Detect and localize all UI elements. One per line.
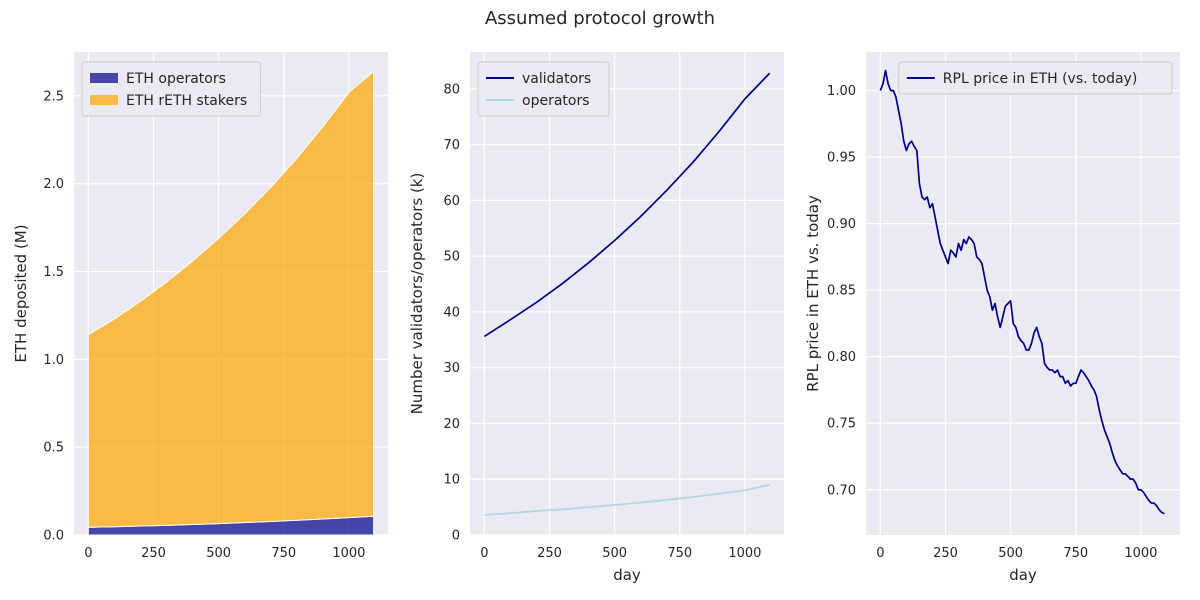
y-tick-label: 0.75 [827, 417, 856, 432]
x-axis-label: day [613, 566, 641, 584]
legend-label: validators [522, 71, 591, 87]
y-axis-label: RPL price in ETH vs. today [804, 195, 822, 392]
y-tick-label: 70 [443, 138, 460, 153]
x-tick-label: 750 [667, 546, 692, 561]
legend-swatch [90, 95, 118, 105]
y-tick-label: 0.70 [827, 483, 856, 498]
y-tick-label: 30 [443, 361, 460, 376]
y-tick-label: 1.0 [43, 353, 64, 368]
y-tick-label: 2.5 [43, 89, 64, 104]
y-tick-label: 0 [452, 529, 460, 544]
y-axis-label: ETH deposited (M) [12, 224, 30, 362]
legend-swatch [90, 73, 118, 83]
y-tick-label: 0.80 [827, 350, 856, 365]
chart-panel-1: 0 250 500 750 1000 0.0 0.5 1.0 1.5 2.0 2.5 ETH depo… [12, 52, 388, 561]
x-tick-label: 500 [998, 546, 1023, 561]
legend-box [898, 61, 1173, 95]
y-tick-label: 1.5 [43, 265, 64, 280]
line-series-2 [484, 483, 770, 516]
x-tick-label: 750 [271, 546, 296, 561]
x-tick-label: 0 [876, 546, 884, 561]
x-tick-label: 1000 [332, 546, 365, 561]
y-tick-label: 50 [443, 250, 460, 265]
x-tick-label: 0 [480, 546, 488, 561]
y-tick-label: 80 [443, 82, 460, 97]
y-tick-label: 0.85 [827, 284, 856, 299]
figure-title: Assumed protocol growth [484, 8, 715, 29]
plot-background [866, 52, 1180, 535]
y-axis-label: Number validators/operators (k) [408, 173, 426, 415]
y-tick-label: 0.90 [827, 217, 856, 232]
y-tick-label: 0.0 [43, 529, 64, 544]
legend-label: RPL price in ETH (vs. today) [943, 71, 1138, 87]
legend-label: ETH rETH stakers [126, 93, 247, 109]
legend-label: ETH operators [126, 71, 226, 87]
legend-label: operators [522, 93, 590, 109]
y-tick-label: 10 [443, 473, 460, 488]
x-tick-label: 1000 [1124, 546, 1157, 561]
x-tick-label: 250 [141, 546, 166, 561]
chart-panel-3: 0 250 500 750 1000 0.70 0.75 0.80 0.85 0.90 0.95 1.… [804, 52, 1180, 584]
x-tick-label: 250 [933, 546, 958, 561]
x-axis-label: day [1009, 566, 1037, 584]
y-tick-label: 20 [443, 417, 460, 432]
x-tick-label: 750 [1063, 546, 1088, 561]
x-tick-label: 0 [84, 546, 92, 561]
line-series-1 [483, 72, 771, 338]
y-tick-label: 40 [443, 305, 460, 320]
x-tick-label: 250 [537, 546, 562, 561]
x-tick-label: 500 [206, 546, 231, 561]
x-tick-label: 500 [602, 546, 627, 561]
area-series-2 [87, 70, 375, 528]
y-tick-label: 0.5 [43, 441, 64, 456]
x-tick-label: 1000 [728, 546, 761, 561]
chart-panel-2: 0 250 500 750 1000 0 10 20 30 40 50 60 70 80 day Number… [408, 52, 784, 584]
y-tick-label: 0.95 [827, 151, 856, 166]
y-tick-label: 2.0 [43, 177, 64, 192]
y-tick-label: 60 [443, 194, 460, 209]
line-series-1 [879, 69, 1165, 515]
legend-box [81, 61, 261, 117]
plot-background [470, 52, 784, 535]
legend-box [477, 61, 610, 117]
y-tick-label: 1.00 [827, 84, 856, 99]
